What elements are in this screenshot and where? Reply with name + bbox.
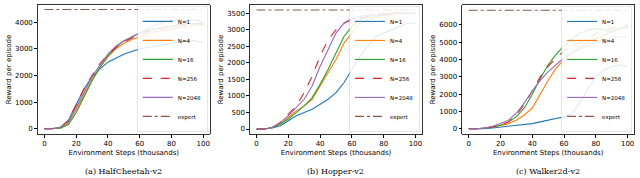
svg-text:60: 60 xyxy=(347,140,356,148)
svg-text:20: 20 xyxy=(284,140,293,148)
svg-text:N=2048: N=2048 xyxy=(390,95,413,101)
svg-text:40: 40 xyxy=(528,140,537,148)
svg-text:expert: expert xyxy=(602,114,621,121)
svg-text:1000: 1000 xyxy=(227,92,245,100)
svg-text:Reward per episode: Reward per episode xyxy=(217,35,225,105)
svg-text:(b) Hopper-v2: (b) Hopper-v2 xyxy=(307,167,364,176)
svg-text:N=256: N=256 xyxy=(178,76,198,82)
svg-text:100: 100 xyxy=(409,140,422,148)
svg-text:1500: 1500 xyxy=(227,76,245,84)
svg-text:100: 100 xyxy=(621,140,634,148)
svg-text:(a) HalfCheetah-v2: (a) HalfCheetah-v2 xyxy=(85,167,162,176)
svg-text:1000: 1000 xyxy=(439,108,457,116)
svg-text:0: 0 xyxy=(28,125,32,133)
svg-text:20: 20 xyxy=(496,140,505,148)
svg-text:5000: 5000 xyxy=(439,39,457,47)
svg-text:3500: 3500 xyxy=(227,10,245,18)
svg-text:2000: 2000 xyxy=(15,72,33,80)
svg-text:N=1: N=1 xyxy=(390,19,402,25)
svg-text:0: 0 xyxy=(241,125,245,133)
svg-text:1000: 1000 xyxy=(15,99,33,107)
svg-text:3000: 3000 xyxy=(439,73,457,81)
svg-text:N=4: N=4 xyxy=(390,38,403,44)
svg-text:40: 40 xyxy=(316,140,325,148)
svg-text:100: 100 xyxy=(197,140,210,148)
svg-text:40: 40 xyxy=(103,140,112,148)
svg-text:80: 80 xyxy=(379,140,388,148)
svg-text:N=2048: N=2048 xyxy=(602,95,625,101)
svg-text:Environment Steps (thousands): Environment Steps (thousands) xyxy=(69,149,180,157)
svg-text:expert: expert xyxy=(390,114,409,121)
svg-text:80: 80 xyxy=(167,140,176,148)
svg-text:0: 0 xyxy=(254,140,258,148)
svg-text:N=1: N=1 xyxy=(602,19,614,25)
svg-text:N=256: N=256 xyxy=(390,76,410,82)
svg-text:expert: expert xyxy=(178,114,197,121)
svg-text:N=1: N=1 xyxy=(178,19,190,25)
svg-text:2000: 2000 xyxy=(227,59,245,67)
svg-text:80: 80 xyxy=(591,140,600,148)
svg-text:(c) Walker2d-v2: (c) Walker2d-v2 xyxy=(516,167,580,176)
svg-text:3000: 3000 xyxy=(227,26,245,34)
svg-text:0: 0 xyxy=(466,140,470,148)
svg-text:Environment Steps (thousands): Environment Steps (thousands) xyxy=(493,149,604,157)
svg-text:6000: 6000 xyxy=(439,21,457,29)
svg-text:4000: 4000 xyxy=(15,19,33,27)
svg-text:3000: 3000 xyxy=(15,45,33,53)
svg-text:60: 60 xyxy=(135,140,144,148)
svg-text:N=16: N=16 xyxy=(602,57,618,63)
svg-text:Reward per episode: Reward per episode xyxy=(429,35,437,105)
svg-text:4000: 4000 xyxy=(439,56,457,64)
svg-text:60: 60 xyxy=(560,140,569,148)
svg-text:20: 20 xyxy=(72,140,81,148)
svg-text:Reward per episode: Reward per episode xyxy=(5,35,13,105)
svg-text:N=4: N=4 xyxy=(602,38,615,44)
svg-text:0: 0 xyxy=(42,140,46,148)
svg-text:2500: 2500 xyxy=(227,43,245,51)
svg-text:Environment Steps (thousands): Environment Steps (thousands) xyxy=(281,149,392,157)
svg-text:2000: 2000 xyxy=(439,91,457,99)
svg-text:500: 500 xyxy=(232,109,245,117)
svg-text:N=2048: N=2048 xyxy=(178,95,201,101)
svg-text:N=16: N=16 xyxy=(390,57,406,63)
svg-text:0: 0 xyxy=(453,125,457,133)
svg-text:N=4: N=4 xyxy=(178,38,191,44)
svg-text:N=16: N=16 xyxy=(178,57,194,63)
svg-text:N=256: N=256 xyxy=(602,76,622,82)
